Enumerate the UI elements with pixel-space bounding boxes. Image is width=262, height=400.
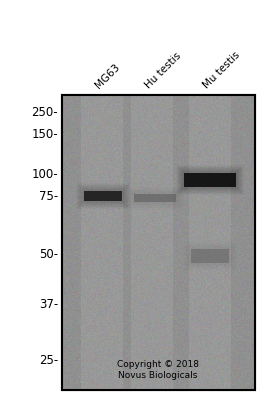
FancyBboxPatch shape <box>79 186 127 206</box>
Text: 25-: 25- <box>39 354 58 366</box>
Text: 37-: 37- <box>39 298 58 312</box>
FancyBboxPatch shape <box>179 168 241 192</box>
Bar <box>84 191 122 201</box>
FancyBboxPatch shape <box>81 188 125 204</box>
Bar <box>184 173 236 187</box>
Text: 100-: 100- <box>31 168 58 182</box>
FancyBboxPatch shape <box>177 166 243 194</box>
Text: 50-: 50- <box>39 248 58 262</box>
Text: MG63: MG63 <box>93 62 121 90</box>
Bar <box>191 249 229 263</box>
Bar <box>134 194 176 202</box>
FancyBboxPatch shape <box>83 190 123 202</box>
FancyBboxPatch shape <box>77 184 129 208</box>
Bar <box>62 95 255 390</box>
Bar <box>189 95 231 390</box>
Text: 75-: 75- <box>39 190 58 202</box>
Text: Copyright © 2018
Novus Biologicals: Copyright © 2018 Novus Biologicals <box>117 360 199 380</box>
Text: 150-: 150- <box>31 128 58 142</box>
FancyBboxPatch shape <box>181 170 239 190</box>
FancyBboxPatch shape <box>183 172 237 188</box>
Text: 250-: 250- <box>31 106 58 118</box>
FancyBboxPatch shape <box>178 167 242 193</box>
Text: Mu testis: Mu testis <box>201 50 242 90</box>
FancyBboxPatch shape <box>78 185 128 207</box>
Text: Hu testis: Hu testis <box>143 50 183 90</box>
Bar <box>131 95 173 390</box>
Bar <box>81 95 123 390</box>
Bar <box>62 95 255 390</box>
